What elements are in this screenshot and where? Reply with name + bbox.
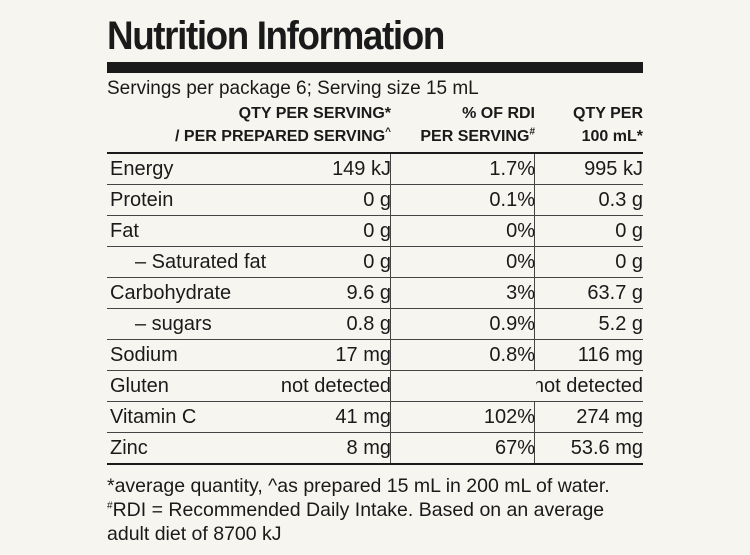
qty-per-100ml: 5.2 g bbox=[598, 313, 643, 335]
nutrient-label: Sodium bbox=[110, 344, 178, 366]
table-row: – sugars 0.8 g 0.9% 5.2 g bbox=[107, 309, 643, 340]
panel-title: Nutrition Information bbox=[107, 14, 445, 58]
qty-per-100ml: 274 mg bbox=[576, 406, 643, 428]
rdi-percent: 3% bbox=[506, 282, 535, 304]
column-divider bbox=[534, 154, 535, 465]
table-row: Carbohydrate 9.6 g 3% 63.7 g bbox=[107, 278, 643, 309]
rdi-percent: 0.9% bbox=[489, 313, 535, 335]
qty-per-100ml: 0 g bbox=[615, 220, 643, 242]
qty-per-serving: 41 mg bbox=[335, 406, 391, 428]
qty-per-serving: 0 g bbox=[363, 251, 391, 273]
rdi-percent: 0% bbox=[506, 251, 535, 273]
header-qty-per-100ml: QTY PER 100 mL* bbox=[573, 105, 643, 145]
qty-per-serving: 9.6 g bbox=[346, 282, 391, 304]
nutrient-label: Zinc bbox=[110, 437, 148, 459]
footnote-1: *average quantity, ^as prepared 15 mL in… bbox=[107, 475, 610, 497]
table-row: Energy 149 kJ 1.7% 995 kJ bbox=[107, 154, 643, 185]
qty-per-serving: 0.8 g bbox=[346, 313, 391, 335]
rdi-percent: 0.1% bbox=[489, 189, 535, 211]
table-row: – Saturated fat 0 g 0% 0 g bbox=[107, 247, 643, 278]
table-row: Vitamin C 41 mg 102% 274 mg bbox=[107, 402, 643, 433]
qty-per-serving: 17 mg bbox=[335, 344, 391, 366]
qty-per-serving: 0 g bbox=[363, 220, 391, 242]
qty-per-100ml: 0 g bbox=[615, 251, 643, 273]
merged-cell-mask bbox=[533, 371, 536, 401]
qty-per-serving: 0 g bbox=[363, 189, 391, 211]
column-headers: QTY PER SERVING* / PER PREPARED SERVING^… bbox=[107, 102, 643, 152]
header-qty-per-serving: QTY PER SERVING* / PER PREPARED SERVING^ bbox=[175, 105, 391, 145]
header-rdi: % OF RDI PER SERVING# bbox=[420, 105, 535, 145]
table-row: Zinc 8 mg 67% 53.6 mg bbox=[107, 433, 643, 465]
nutrient-label: Energy bbox=[110, 158, 174, 180]
table-row: Fat 0 g 0% 0 g bbox=[107, 216, 643, 247]
footnotes: *average quantity, ^as prepared 15 mL in… bbox=[107, 474, 643, 546]
qty-per-100ml: 116 mg bbox=[577, 344, 643, 366]
footnote-2: #RDI = Recommended Daily Intake. Based o… bbox=[107, 499, 605, 521]
nutrient-table: Energy 149 kJ 1.7% 995 kJ Protein 0 g 0.1% 0.3 … bbox=[107, 152, 643, 465]
nutrient-label: Carbohydrate bbox=[110, 282, 232, 304]
qty-per-100ml: 0.3 g bbox=[598, 189, 643, 211]
nutrient-label: Protein bbox=[110, 189, 174, 211]
qty-per-serving: 8 mg bbox=[346, 437, 391, 459]
table-row: Gluten not detected not detected bbox=[107, 371, 643, 402]
rdi-percent: 67% bbox=[494, 437, 535, 459]
serving-info: Servings per package 6; Serving size 15 … bbox=[107, 78, 479, 99]
nutrient-label: – sugars bbox=[135, 313, 212, 335]
qty-per-100ml: 63.7 g bbox=[587, 282, 643, 304]
rdi-percent: 1.7% bbox=[489, 158, 535, 180]
qty-per-serving: not detected bbox=[280, 375, 391, 397]
table-row: Protein 0 g 0.1% 0.3 g bbox=[107, 185, 643, 216]
title-rule bbox=[107, 62, 643, 73]
nutrient-label: Vitamin C bbox=[110, 406, 197, 428]
nutrient-label: – Saturated fat bbox=[135, 251, 267, 273]
qty-per-serving: 149 kJ bbox=[332, 158, 391, 180]
qty-per-100ml: 995 kJ bbox=[584, 158, 643, 180]
rdi-percent: 0.8% bbox=[489, 344, 535, 366]
footnote-3: adult diet of 8700 kJ bbox=[107, 523, 282, 545]
table-row: Sodium 17 mg 0.8% 116 mg bbox=[107, 340, 643, 371]
rdi-percent: 0% bbox=[506, 220, 535, 242]
column-divider bbox=[390, 154, 391, 465]
nutrient-label: Fat bbox=[110, 220, 139, 242]
nutrient-label: Gluten bbox=[110, 375, 169, 397]
rdi-percent: 102% bbox=[483, 406, 535, 428]
qty-per-100ml: not detected bbox=[532, 375, 643, 397]
nutrition-panel: Nutrition Information Servings per packa… bbox=[107, 14, 643, 546]
qty-per-100ml: 53.6 mg bbox=[570, 437, 643, 459]
